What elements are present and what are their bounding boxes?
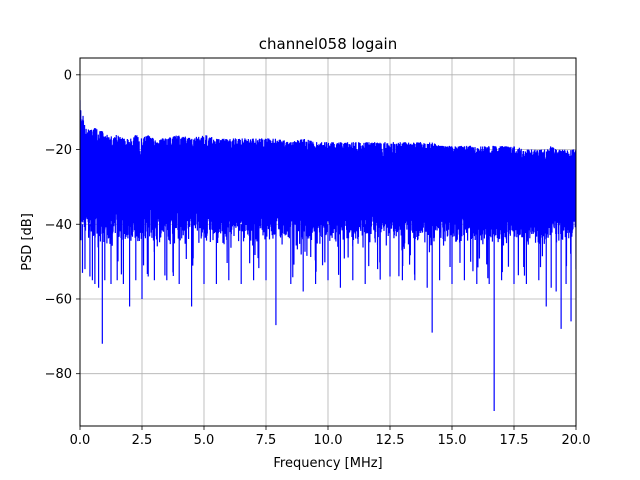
x-tick-label: 5.0 (194, 433, 215, 448)
x-tick-label: 10.0 (314, 433, 343, 448)
x-tick-label: 15.0 (438, 433, 467, 448)
y-tick-label: −40 (45, 218, 72, 233)
psd-series-line-0 (80, 100, 576, 412)
y-axis-title: PSD [dB] (20, 213, 35, 271)
series-group (80, 100, 576, 412)
x-tick-label: 2.5 (132, 433, 153, 448)
x-tick-label: 12.5 (376, 433, 405, 448)
y-tick-label: 0 (64, 68, 72, 83)
x-tick-label: 20.0 (562, 433, 591, 448)
y-axis-ticks: 0 −20 −40 −60 −80 (45, 68, 80, 382)
y-tick-label: −60 (45, 292, 72, 307)
y-tick-label: −20 (45, 143, 72, 158)
x-tick-label: 0.0 (70, 433, 91, 448)
x-axis-title: Frequency [MHz] (273, 456, 382, 471)
x-tick-label: 7.5 (256, 433, 277, 448)
x-tick-label: 17.5 (500, 433, 529, 448)
chart-title: channel058 logain (259, 35, 398, 53)
y-tick-label: −80 (45, 367, 72, 382)
x-axis-ticks: 0.0 2.5 5.0 7.5 10.0 12.5 15.0 17.5 20.0 (70, 426, 591, 448)
